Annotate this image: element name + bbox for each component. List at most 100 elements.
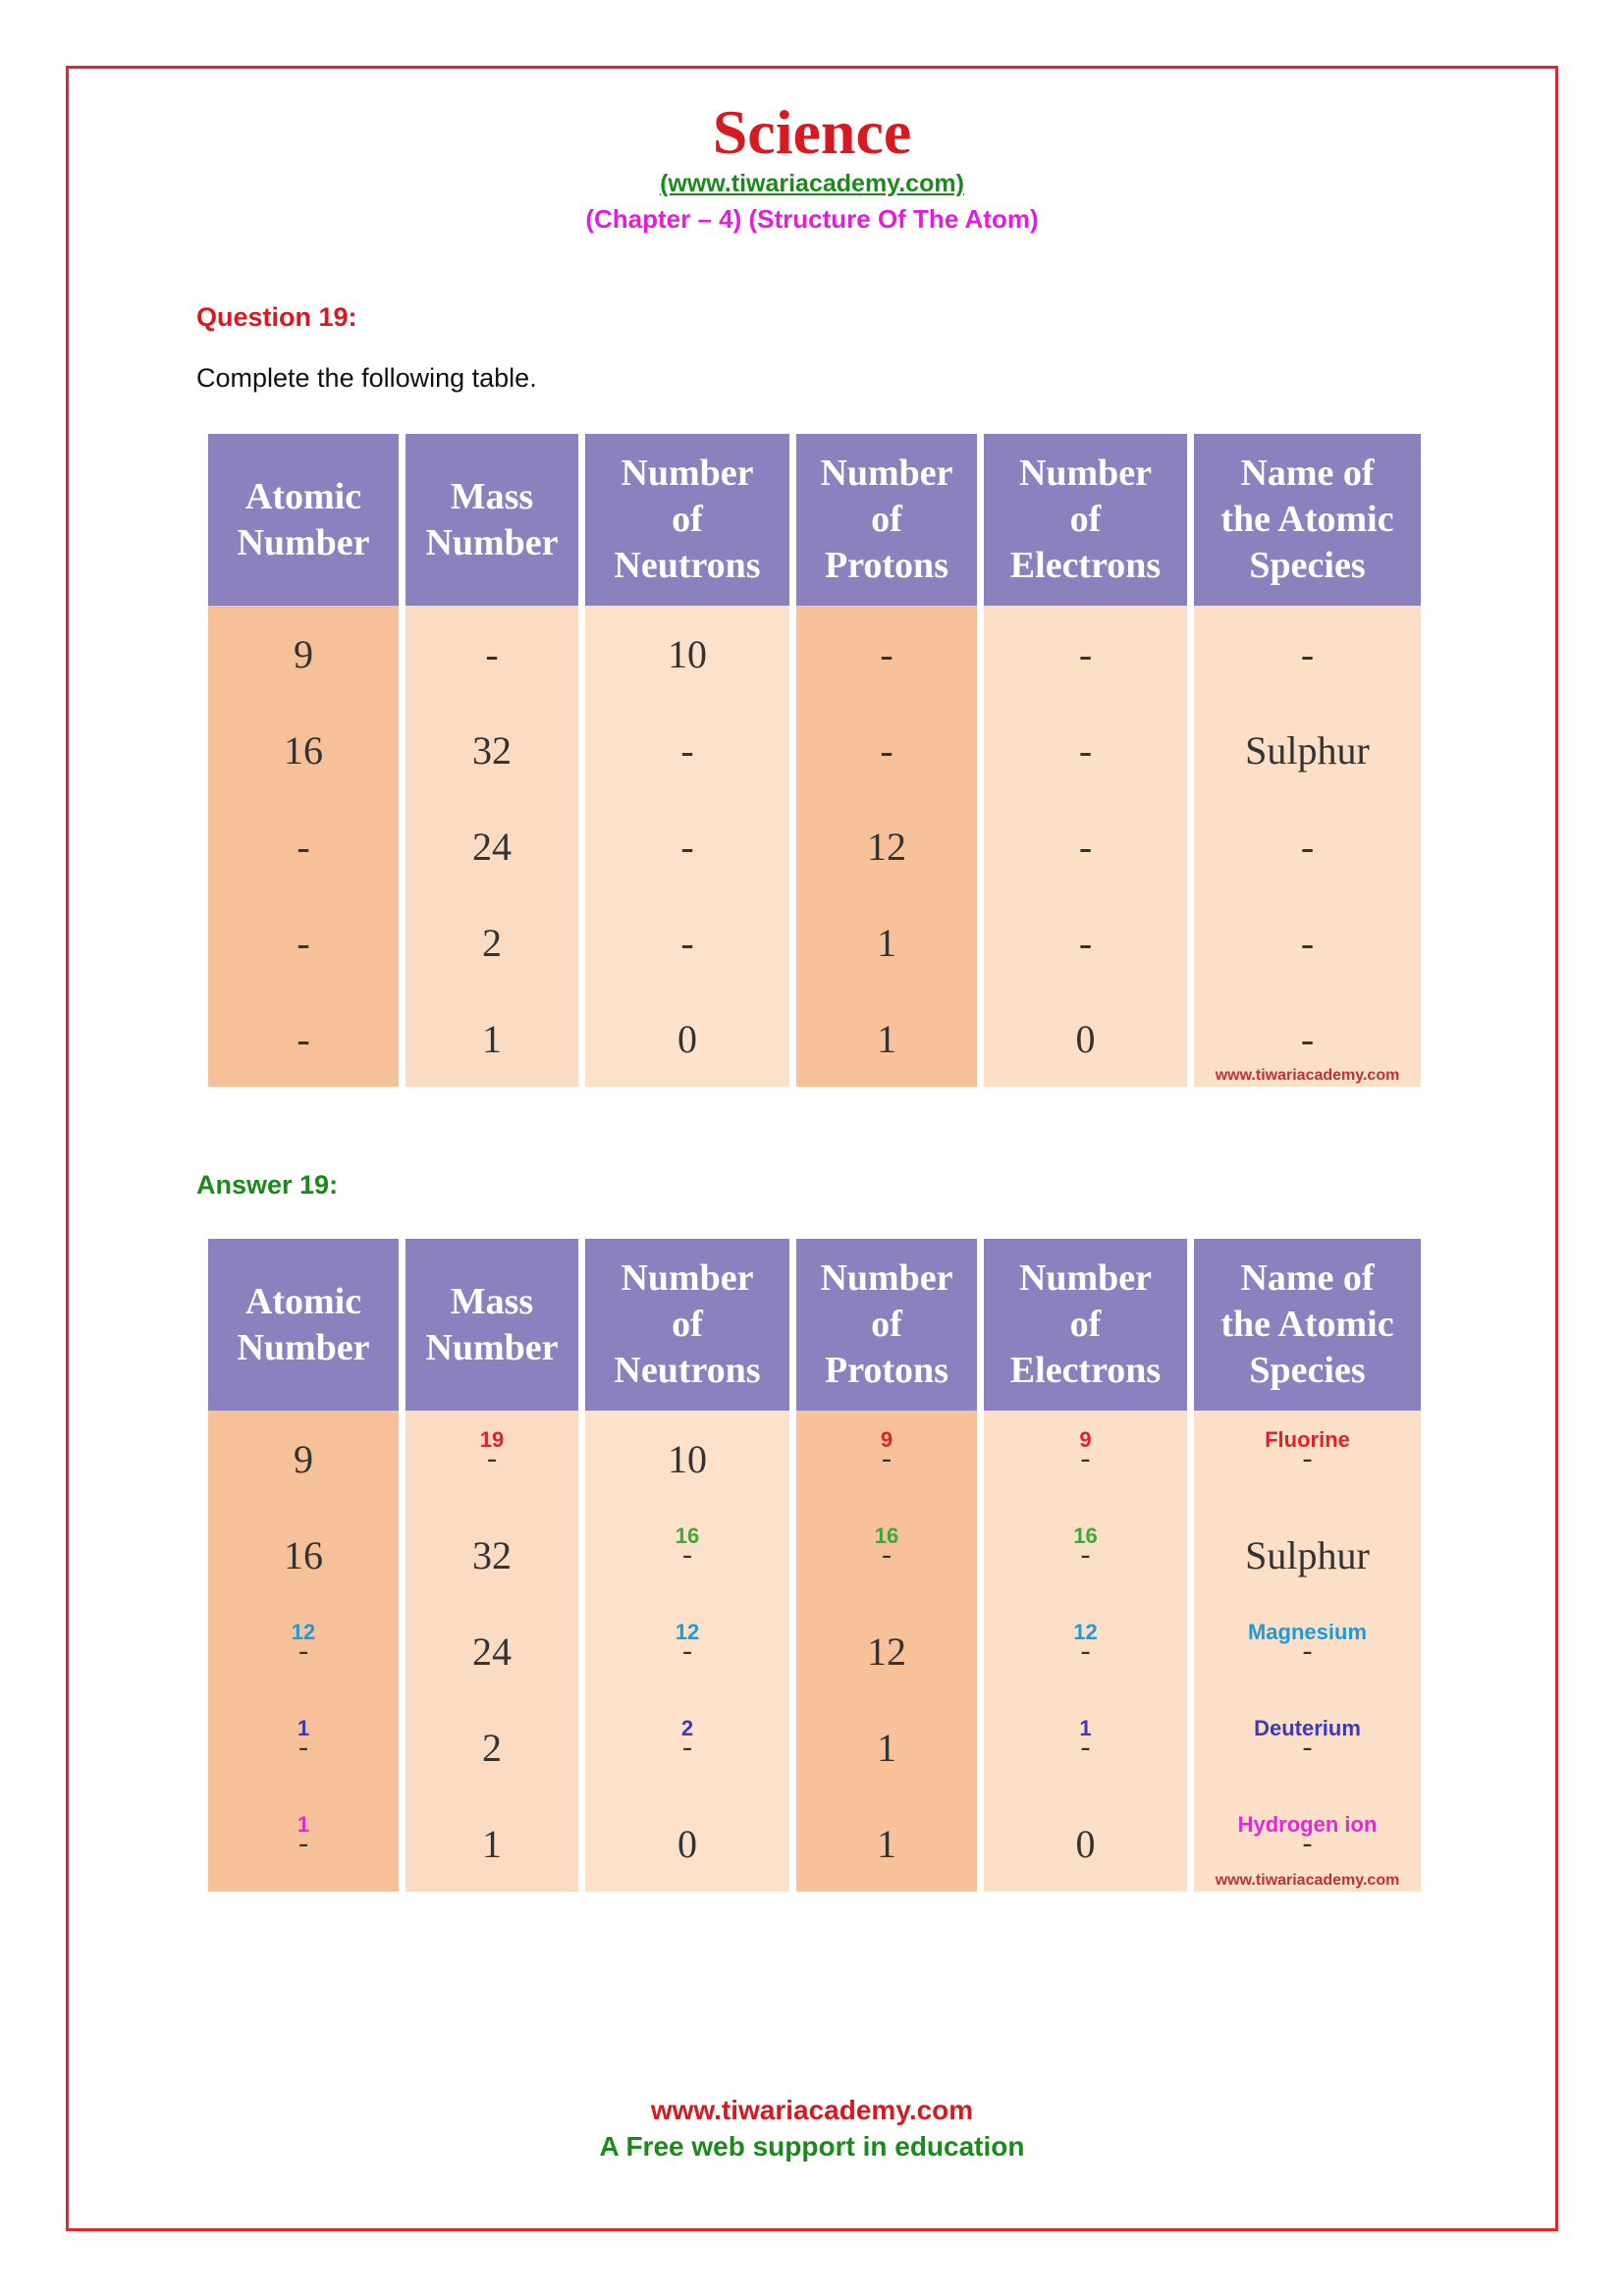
header-line: Mass: [450, 475, 534, 517]
footer-website[interactable]: www.tiwariacademy.com: [650, 2095, 974, 2125]
chapter: (Chapter – 4) (Structure Of The Atom): [585, 204, 1039, 234]
cell-value: 10: [668, 1436, 707, 1481]
table-cell: -: [406, 606, 578, 702]
table-cell: -: [1194, 606, 1421, 702]
cell-value: -: [1078, 920, 1093, 965]
table-cell: 1: [406, 1795, 578, 1892]
header-line: Number: [820, 1257, 953, 1299]
table-cell: 0: [585, 990, 789, 1087]
table-cell: -: [585, 894, 789, 990]
blank-dash: -: [1302, 1634, 1313, 1667]
footer-tagline: A Free web support in education: [599, 2131, 1025, 2162]
cell-value: 1: [877, 920, 896, 965]
table-cell: 16: [208, 1507, 399, 1603]
header-line: Number: [425, 521, 559, 563]
table-cell: -: [208, 990, 399, 1087]
blank-dash: -: [1302, 1442, 1313, 1474]
table-cell: -: [585, 702, 789, 798]
cell-value: 16: [284, 727, 323, 773]
header-line: Species: [1249, 1350, 1366, 1391]
title: Science: [712, 97, 912, 167]
cell-value: 1: [877, 1016, 896, 1061]
header-line: Protons: [825, 1350, 948, 1391]
table-cell: 32: [406, 702, 578, 798]
blank-dash: -: [1302, 1731, 1313, 1763]
column-header: Number of Protons: [796, 434, 977, 606]
table-cell: -: [796, 606, 977, 702]
header-line: of: [871, 1304, 902, 1345]
answer-value: 12: [291, 1620, 316, 1644]
table-cell: -: [984, 702, 1187, 798]
column-header: Name of the Atomic Species: [1194, 1239, 1421, 1411]
table-cell: -: [585, 798, 789, 894]
cell-value: 9: [294, 1436, 313, 1481]
cell-value: -: [297, 824, 310, 869]
cell-value: -: [1300, 920, 1315, 965]
table-cell: 2: [406, 1699, 578, 1795]
blank-dash: -: [1080, 1442, 1091, 1474]
cell-value: -: [1078, 631, 1093, 676]
header-line: Number: [820, 453, 953, 494]
answer-value: 12: [1073, 1620, 1098, 1644]
table-cell: 16-: [796, 1507, 977, 1603]
cell-value: 0: [677, 1821, 697, 1866]
table-cell: 12-: [208, 1603, 399, 1699]
answer-value: 9: [1079, 1427, 1092, 1452]
table-cell: 1: [796, 1699, 977, 1795]
question-label: Question 19:: [196, 302, 357, 332]
column-header: Mass Number: [406, 434, 578, 606]
cell-value: 1: [877, 1725, 896, 1770]
page-border: [66, 66, 1558, 2231]
website-link[interactable]: (www.tiwariacademy.com): [660, 170, 964, 197]
table-cell: Hydrogen ion - www.tiwariacademy.com: [1194, 1795, 1421, 1892]
header-line: Atomic: [244, 1280, 362, 1322]
blank-dash: -: [682, 1538, 692, 1571]
table-cell: 16: [208, 702, 399, 798]
header-line: Neutrons: [614, 545, 761, 586]
answer-value: 2: [680, 1716, 694, 1740]
column-header: Number of Neutrons: [585, 1239, 789, 1411]
blank-dash: -: [298, 1731, 308, 1763]
table-cell: 0: [585, 1795, 789, 1892]
question-table: Atomic Number Mass Number Number of Neutrons Nu…: [208, 434, 1421, 1087]
cell-value: -: [485, 631, 499, 676]
column-header: Number of Neutrons: [585, 434, 789, 606]
table-cell: -: [1194, 894, 1421, 990]
answer-value: Hydrogen ion: [1237, 1812, 1378, 1837]
blank-dash: -: [298, 1827, 308, 1859]
header-line: Number: [1018, 1257, 1153, 1299]
table-cell: 1-: [984, 1699, 1187, 1795]
blank-dash: -: [1080, 1634, 1091, 1667]
header-line: the Atomic: [1220, 499, 1394, 540]
header-line: Number: [621, 1257, 754, 1299]
table-cell: 1-: [208, 1699, 399, 1795]
cell-value: Sulphur: [1245, 727, 1370, 773]
blank-dash: -: [1302, 1827, 1313, 1859]
cell-value: -: [297, 1016, 310, 1061]
cell-value: -: [680, 920, 694, 965]
question-text: Complete the following table.: [196, 363, 537, 393]
blank-dash: -: [1080, 1731, 1091, 1763]
blank-dash: -: [882, 1538, 892, 1571]
cell-value: 32: [472, 1532, 512, 1577]
table-cell: 2: [406, 894, 578, 990]
column-header: Mass Number: [406, 1239, 578, 1411]
column-header: Atomic Number: [208, 1239, 399, 1411]
table-cell: 9-: [984, 1411, 1187, 1507]
cell-value: 32: [472, 727, 512, 773]
header-line: Number: [237, 1326, 370, 1368]
column-header: Atomic Number: [208, 434, 399, 606]
cell-value: 24: [472, 824, 512, 869]
header-line: Name of: [1240, 1257, 1375, 1299]
table-cell: -: [1194, 798, 1421, 894]
header-line: of: [871, 499, 902, 540]
table-cell: 32: [406, 1507, 578, 1603]
blank-dash: -: [298, 1634, 308, 1667]
table-cell: 1: [796, 990, 977, 1087]
header-line: of: [1069, 1304, 1102, 1345]
header-line: Neutrons: [614, 1350, 761, 1391]
cell-value: 1: [482, 1016, 502, 1061]
header-line: Electrons: [1009, 1350, 1162, 1391]
cell-value: -: [1300, 631, 1315, 676]
